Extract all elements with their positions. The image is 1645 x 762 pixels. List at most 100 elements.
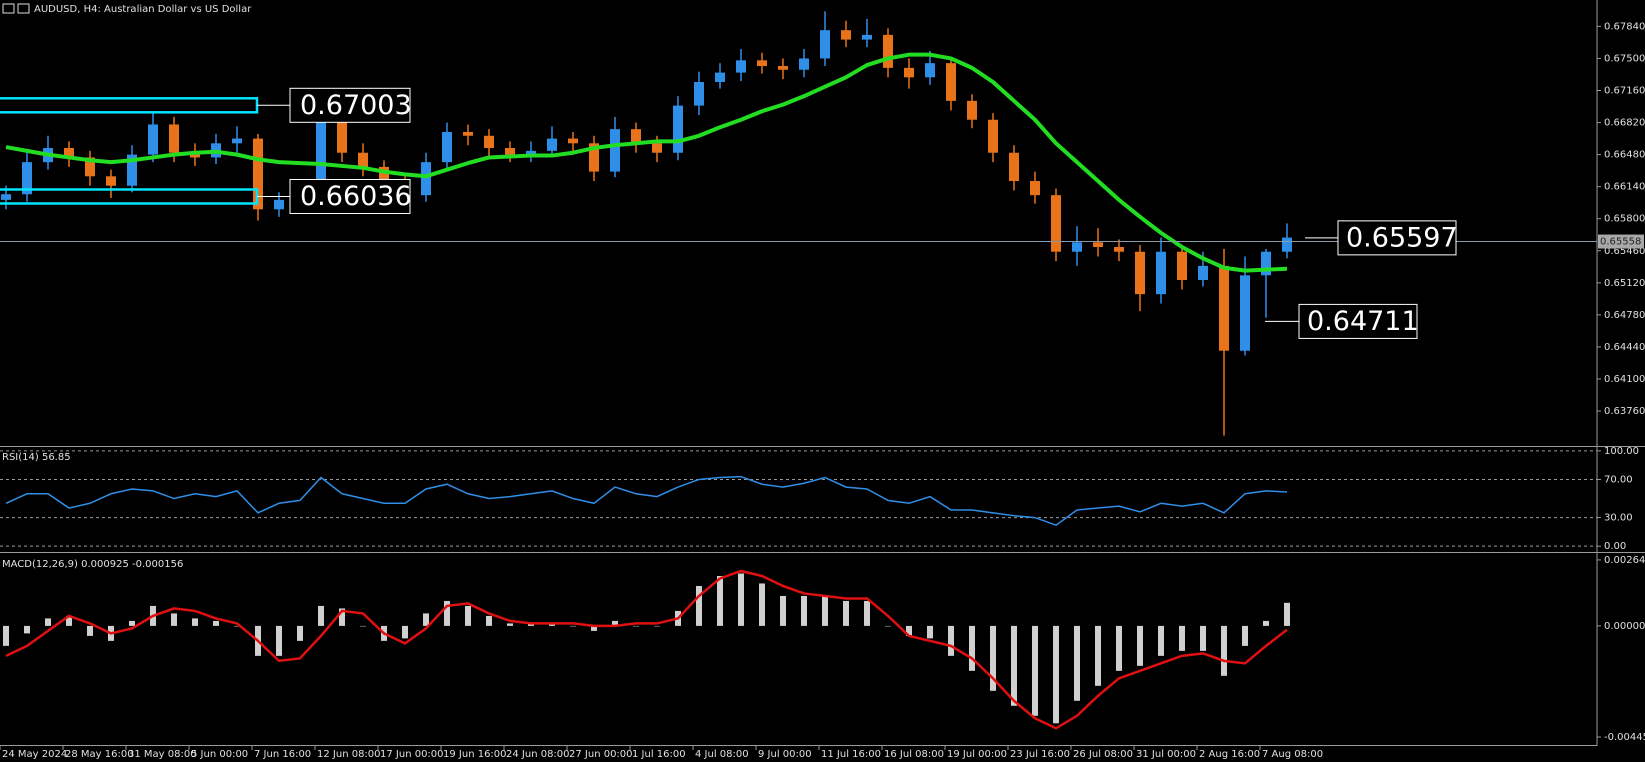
x-tick-label: 24 May 2024 bbox=[2, 749, 67, 760]
x-tick-label: 28 May 16:00 bbox=[65, 749, 134, 760]
price-label-box bbox=[1337, 220, 1457, 256]
candle-body bbox=[1240, 275, 1250, 351]
y-tick-label: 0.64100 bbox=[1604, 374, 1645, 385]
panel-title: RSI(14) 56.85 bbox=[2, 452, 71, 463]
macd-bar bbox=[717, 575, 723, 626]
candle-body bbox=[1009, 152, 1019, 182]
candle-body bbox=[316, 115, 326, 193]
macd-bar bbox=[1221, 625, 1227, 676]
y-tick-label: 0.65800 bbox=[1604, 214, 1645, 225]
signal-line bbox=[5, 569, 1288, 730]
level-label: 0.67003 bbox=[300, 90, 412, 121]
macd-bar bbox=[843, 600, 849, 626]
candle-body bbox=[1072, 242, 1082, 252]
panel-title: AUDUSD, H4: Australian Dollar vs US Doll… bbox=[34, 4, 252, 15]
macd-bar bbox=[927, 625, 933, 639]
candle-body bbox=[778, 65, 788, 70]
candle-body bbox=[883, 34, 893, 68]
x-tick-label: 9 Jul 00:00 bbox=[758, 749, 812, 760]
price-label-box bbox=[1298, 303, 1418, 339]
y-tick-label: 0.64780 bbox=[1604, 310, 1645, 321]
x-tick-label: 27 Jun 00:00 bbox=[569, 749, 633, 760]
moving-average bbox=[5, 52, 1288, 273]
candle-body bbox=[904, 67, 914, 78]
candle-body bbox=[1135, 251, 1145, 295]
y-tick-label: 0.66140 bbox=[1604, 182, 1645, 193]
x-tick-label: 26 Jul 08:00 bbox=[1073, 749, 1133, 760]
macd-bar bbox=[1095, 625, 1101, 686]
macd-bar bbox=[297, 625, 303, 641]
y-tick-label: 100.00 bbox=[1604, 446, 1639, 457]
macd-bar bbox=[45, 618, 51, 626]
macd-bar bbox=[906, 625, 912, 636]
candle-body bbox=[484, 135, 494, 149]
candle-body bbox=[1177, 251, 1187, 281]
price-label: 0.65597 bbox=[1346, 222, 1458, 253]
price-tag bbox=[1598, 234, 1644, 249]
candle-body bbox=[1114, 247, 1124, 252]
candle-body bbox=[463, 131, 473, 136]
x-tick-label: 16 Jul 08:00 bbox=[884, 749, 944, 760]
candle-body bbox=[925, 63, 935, 78]
menu-icon[interactable] bbox=[2, 3, 15, 14]
candle-body bbox=[1282, 237, 1292, 252]
macd-bar bbox=[444, 600, 450, 626]
x-tick-label: 4 Jul 08:00 bbox=[695, 749, 749, 760]
macd-bar bbox=[171, 613, 177, 626]
rsi-line bbox=[5, 475, 1288, 527]
candle-body bbox=[148, 124, 158, 155]
candle-body bbox=[694, 82, 704, 106]
y-tick-label: 0.00 bbox=[1604, 541, 1626, 552]
macd-bar bbox=[759, 583, 765, 626]
chart-icon[interactable] bbox=[17, 3, 30, 14]
macd-bar bbox=[633, 625, 639, 627]
level-label: 0.66036 bbox=[300, 181, 412, 212]
y-tick-label: 0.66820 bbox=[1604, 118, 1645, 129]
macd-bar bbox=[339, 608, 345, 626]
candle-body bbox=[841, 30, 851, 40]
candle-body bbox=[505, 148, 515, 155]
y-tick-label: 0.65460 bbox=[1604, 246, 1645, 257]
macd-bar bbox=[276, 625, 282, 656]
candle-body bbox=[274, 199, 284, 210]
x-tick-label: 23 Jul 16:00 bbox=[1010, 749, 1070, 760]
macd-bar bbox=[423, 613, 429, 626]
price-tag-label: 0.65558 bbox=[1600, 237, 1641, 248]
macd-bar bbox=[465, 605, 471, 626]
macd-bar bbox=[1032, 625, 1038, 716]
macd-bar bbox=[570, 625, 576, 627]
candle-body bbox=[652, 143, 662, 153]
x-tick-label: 19 Jul 00:00 bbox=[947, 749, 1007, 760]
candle-body bbox=[190, 152, 200, 158]
macd-bar bbox=[738, 573, 744, 626]
macd-bar bbox=[1284, 602, 1290, 626]
macd-bar bbox=[1116, 625, 1122, 671]
macd-bar bbox=[360, 625, 366, 627]
macd-bar bbox=[864, 600, 870, 626]
macd-bar bbox=[990, 625, 996, 691]
macd-bar bbox=[1179, 625, 1185, 651]
level-label-box bbox=[289, 178, 411, 214]
macd-bar bbox=[696, 585, 702, 626]
candle-body bbox=[253, 138, 263, 210]
x-tick-label: 24 Jun 08:00 bbox=[506, 749, 570, 760]
candle-body bbox=[106, 176, 116, 186]
candle-body bbox=[1219, 265, 1229, 351]
macd-bar bbox=[24, 625, 30, 634]
macd-bar bbox=[948, 625, 954, 656]
macd-bar bbox=[507, 623, 513, 626]
x-tick-label: 1 Jul 16:00 bbox=[632, 749, 686, 760]
y-tick-label: 0.64440 bbox=[1604, 342, 1645, 353]
x-tick-label: 31 Jul 00:00 bbox=[1136, 749, 1196, 760]
candle-body bbox=[421, 162, 431, 196]
macd-bar bbox=[234, 625, 240, 627]
candle-body bbox=[547, 138, 557, 151]
macd-bar bbox=[1137, 625, 1143, 666]
candle-body bbox=[1051, 195, 1061, 252]
candle-body bbox=[358, 152, 368, 167]
x-tick-label: 11 Jul 16:00 bbox=[821, 749, 881, 760]
candle-body bbox=[1261, 251, 1271, 276]
x-tick-label: 7 Jun 16:00 bbox=[254, 749, 311, 760]
candle-body bbox=[631, 129, 641, 144]
